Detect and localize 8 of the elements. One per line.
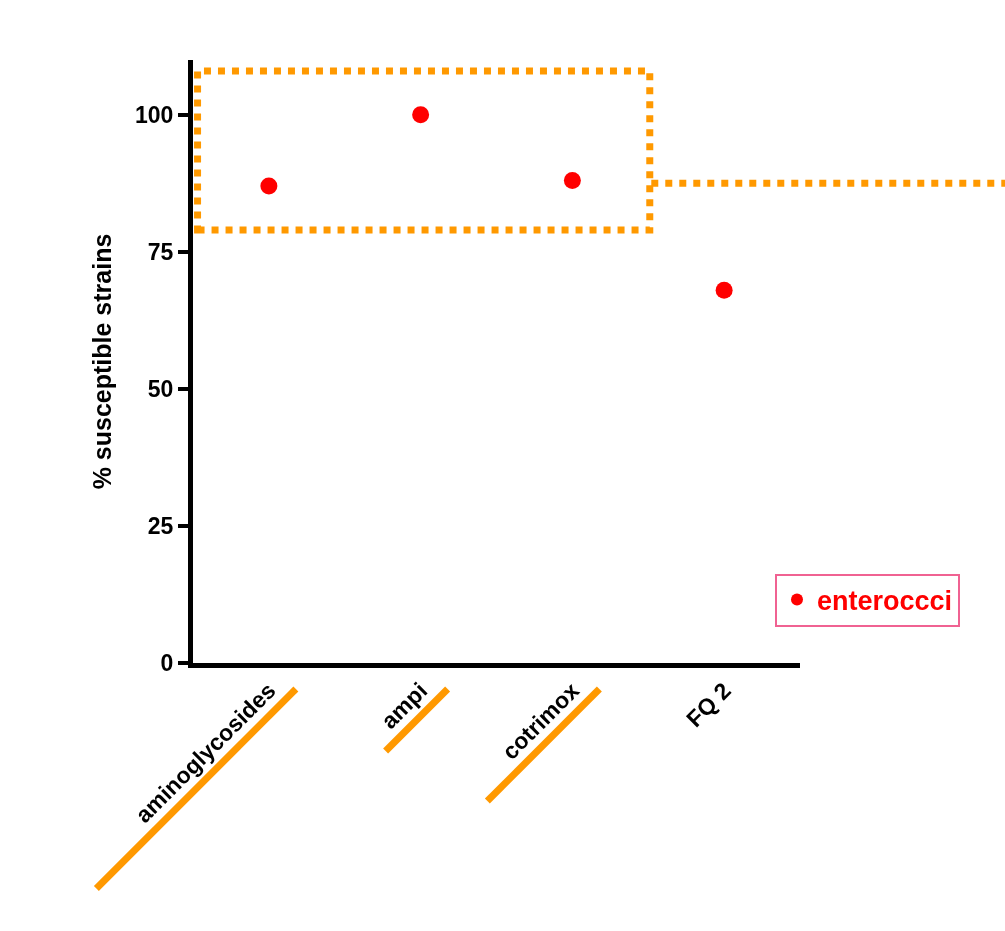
- y-axis-title: % susceptible strains: [87, 233, 116, 490]
- y-tick-label: 0: [160, 650, 174, 677]
- y-tick-label: 50: [147, 375, 174, 402]
- x-tick-label: FQ 2: [681, 677, 736, 732]
- y-tick-label: 75: [147, 238, 174, 265]
- y-tick-label: 100: [135, 101, 174, 128]
- y-tick-label: 25: [147, 513, 174, 539]
- legend-label: enteroccci: [817, 586, 953, 617]
